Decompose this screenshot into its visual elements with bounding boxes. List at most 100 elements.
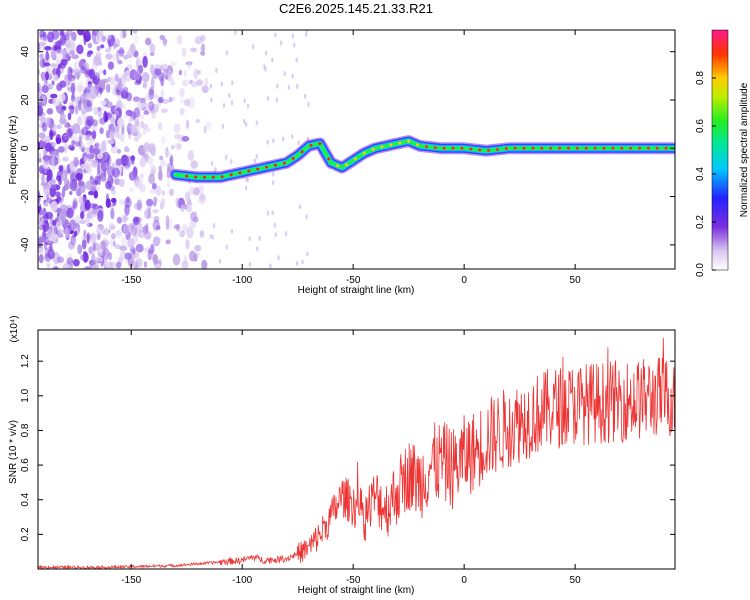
heatmap-cell <box>79 219 87 225</box>
heatmap-cell <box>76 44 84 55</box>
heatmap-cell <box>62 186 66 198</box>
heatmap-cell <box>133 261 139 269</box>
heatmap-cell <box>81 107 87 115</box>
ridge-peak <box>602 146 606 150</box>
heatmap-cell <box>48 228 55 239</box>
heatmap-cell <box>68 105 75 110</box>
heatmap-cell <box>179 87 185 98</box>
ridge-peak <box>416 143 419 147</box>
ridge-peak <box>460 146 464 150</box>
heatmap-cell <box>48 118 55 130</box>
heatmap-cell <box>67 79 71 86</box>
heatmap-cell <box>40 181 49 187</box>
heatmap-cell <box>272 180 275 186</box>
heatmap-cell <box>146 198 154 207</box>
heatmap-cell <box>181 223 189 233</box>
heatmap-cell <box>272 171 275 177</box>
heatmap-cell <box>84 92 91 100</box>
heatmap-cell <box>135 243 144 253</box>
heatmap-cell <box>123 113 128 119</box>
heatmap-cell <box>88 246 93 254</box>
heatmap-cell <box>90 159 99 168</box>
heatmap-cell <box>185 119 190 129</box>
heatmap-cell <box>46 197 53 204</box>
heatmap-cell <box>184 191 191 202</box>
heatmap-cell <box>159 155 164 161</box>
heatmap-cell <box>84 117 92 130</box>
snr-y-label: SNR (10 * v/v) <box>8 420 19 484</box>
heatmap-cell <box>253 158 256 164</box>
heatmap-cell <box>71 54 79 60</box>
x-tick-label: -150 <box>121 575 141 586</box>
heatmap-cell <box>291 133 294 139</box>
heatmap-cell <box>284 231 288 237</box>
heatmap-cell <box>158 122 163 131</box>
heatmap-cell <box>185 204 193 213</box>
heatmap-cell <box>83 229 87 240</box>
heatmap-cell <box>87 208 93 219</box>
heatmap-cell <box>75 172 83 181</box>
heatmap-cell <box>39 41 47 46</box>
y-tick-label: -20 <box>20 189 31 204</box>
heatmap-cell <box>94 142 100 148</box>
heatmap-cell <box>245 185 248 191</box>
heatmap-cell <box>146 253 154 259</box>
heatmap-cell <box>273 222 276 228</box>
heatmap-cell <box>71 238 76 246</box>
heatmap-cell <box>155 185 162 197</box>
frequency-ridge <box>169 135 675 184</box>
heatmap-cell <box>155 263 161 269</box>
heatmap-cell <box>301 259 304 265</box>
heatmap-cell <box>85 180 93 191</box>
heatmap-cell <box>108 222 114 229</box>
heatmap-cell <box>115 261 122 269</box>
x-tick-label: -150 <box>121 275 141 286</box>
heatmap-cell <box>101 35 107 42</box>
heatmap-cell <box>199 193 206 202</box>
heatmap-cell <box>115 110 119 116</box>
heatmap-cell <box>49 63 58 68</box>
y-tick-label: 0.2 <box>20 527 31 541</box>
heatmap-cell <box>131 154 135 165</box>
heatmap-cell <box>61 172 66 182</box>
snr-series <box>38 337 675 569</box>
heatmap-cell <box>105 34 112 40</box>
heatmap-cell <box>88 68 96 80</box>
heatmap-cell <box>85 168 92 175</box>
heatmap-cell <box>89 175 94 180</box>
heatmap-cell <box>68 219 77 232</box>
heatmap-cell <box>72 123 81 135</box>
heatmap-cell <box>293 42 296 48</box>
heatmap-cell <box>181 260 189 269</box>
heatmap-cell <box>53 74 59 81</box>
heatmap-cell <box>52 44 57 52</box>
heatmap-cell <box>106 154 112 166</box>
heatmap-cell <box>86 115 94 127</box>
heatmap-cell <box>150 146 156 157</box>
heatmap-cell <box>185 61 193 66</box>
heatmap-cell <box>143 261 148 268</box>
heatmap-cell <box>291 73 294 79</box>
heatmap-cell <box>187 96 196 109</box>
heatmap-cell <box>63 123 69 128</box>
heatmap-cell <box>100 44 105 49</box>
heatmap-cell <box>146 156 154 165</box>
heatmap-cell <box>151 111 156 120</box>
heatmap-cell <box>43 241 47 251</box>
heatmap-cell <box>165 215 170 227</box>
heatmap-cell <box>307 101 310 107</box>
heatmap-cell <box>90 232 97 244</box>
heatmap-cell <box>46 262 50 268</box>
heatmap-cell <box>80 211 85 220</box>
heatmap-cell <box>43 161 48 174</box>
colorbar-gradient <box>711 29 729 271</box>
heatmap-cell <box>141 72 150 83</box>
heatmap-cells <box>38 30 310 269</box>
heatmap-cell <box>166 180 170 189</box>
y-tick-label: 1.2 <box>20 354 31 368</box>
heatmap-cell <box>61 215 65 227</box>
heatmap-cell <box>139 97 146 103</box>
ridge-peak <box>620 146 624 150</box>
heatmap-cell <box>46 108 54 115</box>
heatmap-cell <box>77 99 82 111</box>
